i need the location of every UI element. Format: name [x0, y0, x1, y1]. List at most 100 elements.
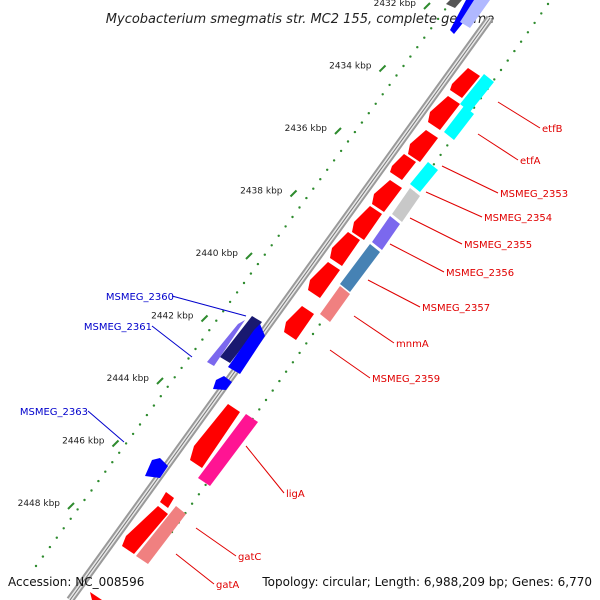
ruler-dot	[271, 389, 274, 392]
ruler-dot	[215, 319, 218, 322]
gene-label[interactable]: gatC	[238, 552, 261, 563]
ruler-dot	[62, 527, 65, 530]
kbp-tick-label: 2442 kbp	[151, 312, 194, 322]
gene-label[interactable]: MSMEG_2353	[500, 189, 568, 200]
accession-label: Accession: NC_008596	[8, 575, 144, 589]
kbp-ruler: 2432 kbp 2434 kbp 2436 kbp 2438 kbp 2440 kbp…	[18, 0, 431, 510]
ruler-dot	[249, 272, 253, 275]
gene-label[interactable]: MSMEG_2363	[20, 407, 88, 418]
kbp-tick-label: 2440 kbp	[196, 249, 239, 259]
feature-box-top	[460, 0, 490, 28]
kbp-tick-mark	[200, 314, 209, 323]
gene-label[interactable]: etfA	[520, 156, 541, 167]
cds-arrow	[428, 96, 460, 130]
ruler-dot	[374, 102, 377, 106]
ruler-dot	[124, 442, 128, 445]
kbp-tick-mark	[67, 502, 75, 510]
kbp-tick-mark	[156, 377, 164, 385]
ruler-dot	[291, 215, 294, 219]
gene-label[interactable]: mnmA	[396, 339, 429, 350]
ruler-dot	[166, 385, 169, 388]
ruler-dot	[256, 262, 260, 266]
ruler-dot	[305, 196, 308, 200]
ruler-dot	[381, 93, 384, 96]
cds-arrow	[160, 492, 174, 508]
gene-labels: etfB etfA MSMEG_2353 MSMEG_2354 MSMEG_23…	[20, 124, 568, 591]
gene-label[interactable]: MSMEG_2357	[422, 303, 490, 314]
ruler-dot	[526, 31, 530, 34]
ruler-dot	[430, 27, 433, 30]
ruler-dot	[145, 413, 149, 417]
ruler-dot	[305, 342, 308, 345]
cds-arrow	[190, 404, 240, 468]
ruler-dot	[312, 187, 315, 190]
cds-arrow	[145, 458, 168, 478]
kbp-tick-label: 2446 kbp	[62, 437, 105, 447]
gene-label[interactable]: MSMEG_2356	[446, 268, 514, 279]
feature-box-MSMEG_2356	[340, 244, 380, 292]
ruler-dot	[204, 483, 207, 487]
ruler-dot	[353, 130, 357, 134]
cds-arrow	[220, 316, 262, 363]
genome-summary: Topology: circular; Length: 6,988,209 bp…	[261, 575, 592, 589]
ruler-dot	[284, 370, 288, 373]
cds-arrow	[352, 206, 382, 240]
ruler-dot	[208, 329, 211, 332]
ruler-dot	[264, 398, 268, 402]
gene-label[interactable]: MSMEG_2360	[106, 292, 174, 303]
cds-arrow	[122, 506, 168, 554]
ruler-dot	[513, 49, 516, 53]
ruler-dot	[360, 121, 364, 124]
kbp-tick-label: 2444 kbp	[107, 374, 150, 384]
kbp-tick-mark	[423, 2, 431, 10]
ruler-dot	[201, 338, 204, 341]
ruler-dot	[533, 21, 536, 25]
kbp-tick-mark	[289, 189, 298, 198]
ruler-dot	[118, 451, 121, 454]
kbp-tick-mark	[378, 64, 387, 73]
gene-label[interactable]: etfB	[542, 124, 563, 135]
cds-arrow	[90, 592, 102, 600]
gene-label[interactable]: gatA	[216, 580, 239, 591]
feature-boxes	[136, 0, 494, 564]
ruler-dot	[402, 64, 405, 68]
feature-box-MSMEG_2353	[410, 162, 438, 192]
reverse-strand-features	[90, 68, 480, 600]
ruler-dot	[235, 291, 239, 294]
cds-arrow	[372, 180, 402, 212]
kbp-tick-label: 2438 kbp	[240, 187, 283, 197]
ruler-dot	[69, 517, 72, 520]
ruler-dot	[187, 357, 190, 360]
ruler-dot	[436, 17, 440, 21]
gene-label[interactable]: MSMEG_2354	[484, 213, 552, 224]
ruler-dot	[159, 395, 162, 398]
cds-arrow	[308, 262, 340, 298]
feature-box-MSMEG_2357	[320, 286, 350, 322]
gene-label[interactable]: MSMEG_2355	[464, 240, 532, 251]
gene-label[interactable]: MSMEG_2359	[372, 374, 440, 385]
cds-arrow	[390, 154, 416, 180]
cds-arrow	[446, 0, 462, 8]
ruler-dot	[48, 545, 52, 549]
ruler-dot	[311, 332, 315, 336]
cds-arrow	[213, 376, 232, 390]
ruler-dot	[416, 46, 419, 49]
ruler-dot	[278, 379, 281, 383]
kbp-tick-label: 2434 kbp	[329, 62, 372, 72]
cds-arrow	[450, 68, 480, 98]
gene-label[interactable]: ligA	[286, 489, 305, 500]
feature-box-MSMEG_2354	[392, 188, 420, 222]
ruler-dot	[83, 498, 86, 502]
ruler-dot	[270, 244, 273, 247]
leader-lines	[87, 101, 541, 585]
ruler-dot	[277, 234, 280, 237]
ruler-dot	[326, 168, 329, 171]
cds-arrow	[408, 130, 438, 162]
ruler-dot	[41, 555, 45, 558]
gene-label[interactable]: MSMEG_2361	[84, 322, 152, 333]
ruler-dot	[104, 470, 107, 473]
ruler-dot	[242, 281, 246, 285]
kbp-tick-mark	[111, 439, 120, 448]
kbp-tick-label: 2432 kbp	[374, 0, 417, 9]
